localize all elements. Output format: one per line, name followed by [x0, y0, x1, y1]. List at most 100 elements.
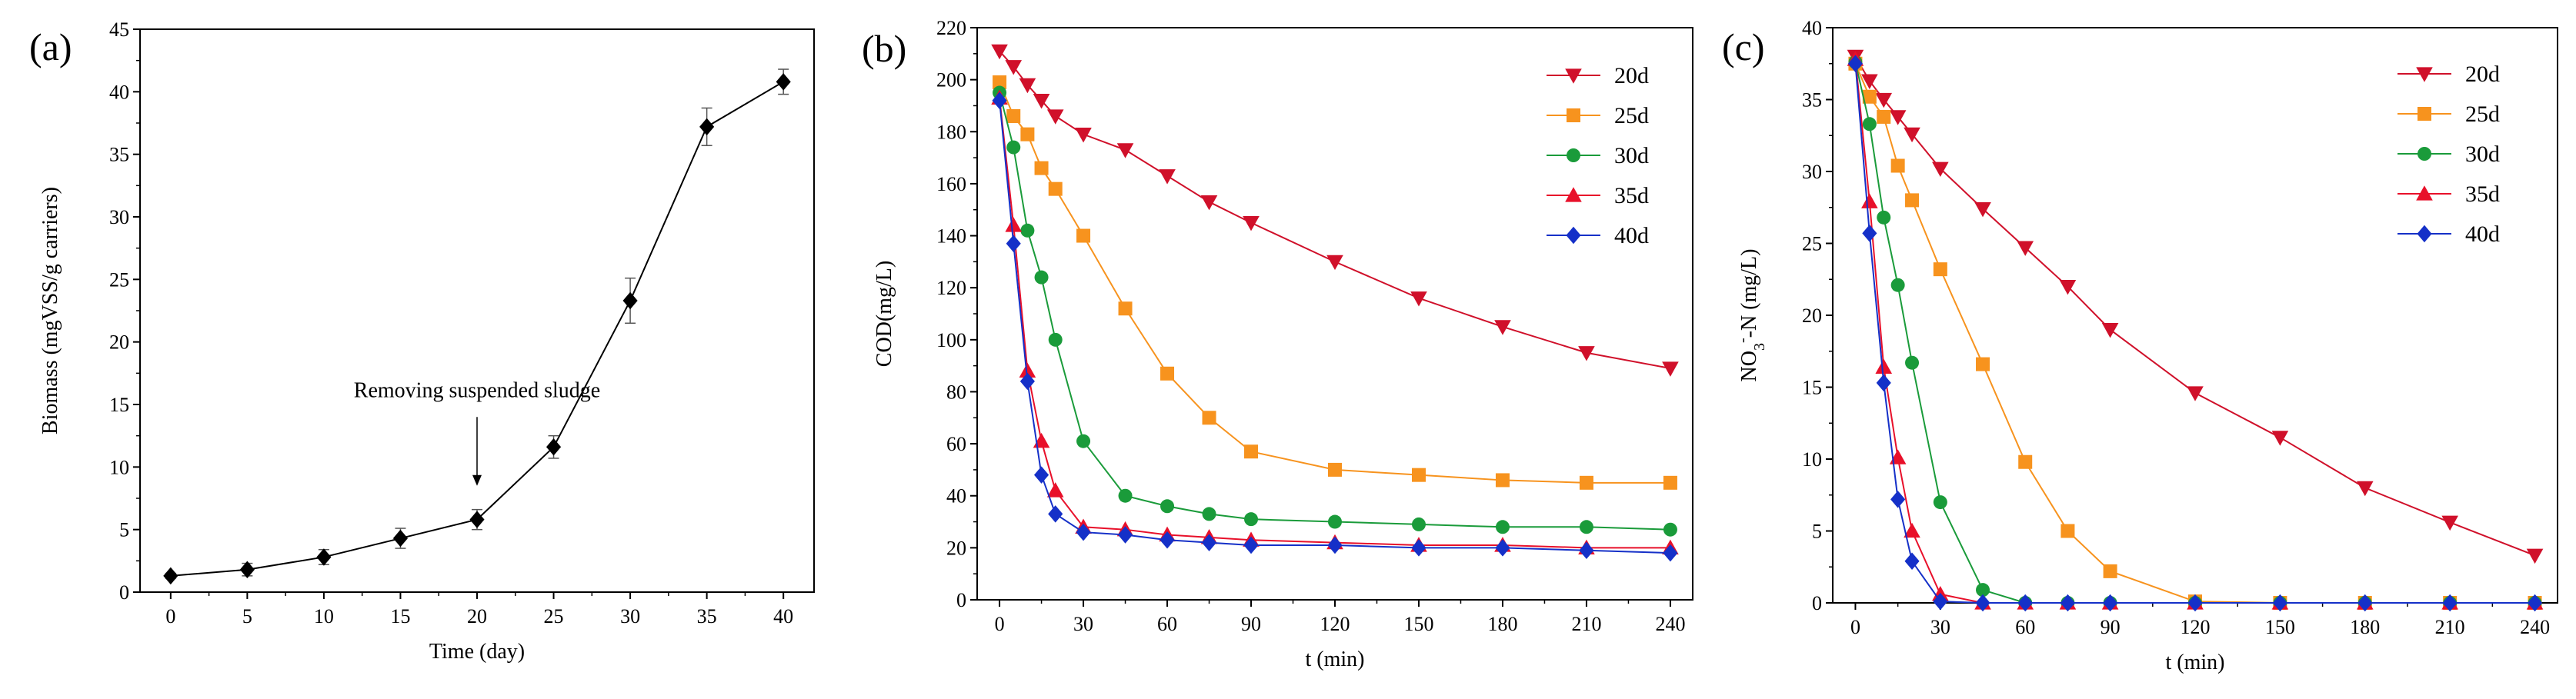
data-point — [1006, 235, 1021, 252]
data-point — [1046, 482, 1064, 498]
data-point — [2528, 594, 2543, 612]
y-tick-label: 30 — [109, 206, 129, 228]
y-tick-label: 35 — [1802, 89, 1822, 112]
y-tick-label: 140 — [936, 225, 966, 248]
biomass-point — [163, 567, 179, 585]
data-point — [1160, 366, 1175, 381]
data-point — [992, 92, 1007, 109]
data-point — [1579, 541, 1594, 559]
y-tick-label: 10 — [1802, 448, 1822, 471]
x-axis: 0 30 60 90 120 150 180 210 240 — [995, 600, 1685, 635]
biomass-point — [469, 511, 485, 528]
x-tick-label: 150 — [2265, 616, 2295, 638]
panel-label: (a) — [29, 25, 72, 68]
y-tick-label: 80 — [946, 381, 966, 403]
legend-label: 20d — [1614, 63, 1649, 88]
x-tick-label: 15 — [390, 605, 410, 627]
data-point — [2101, 323, 2119, 338]
data-point — [1411, 468, 1426, 482]
y-axis: 0 5 10 15 20 25 30 35 40 45 — [109, 18, 140, 604]
panel-label: (c) — [1722, 25, 1765, 68]
data-point — [1933, 262, 1947, 277]
panel-c: 0 30 60 90 120 150 180 210 240 0 5 10 15 20 25 30 35 40 t … — [1711, 0, 2576, 699]
data-point — [1118, 488, 1133, 503]
legend-label: 40d — [2465, 221, 2500, 247]
data-point — [2526, 548, 2544, 564]
annotation-arrow-head — [472, 474, 482, 486]
x-tick-label: 0 — [995, 613, 1005, 635]
y-axis: 0 5 10 15 20 25 30 35 40 — [1802, 17, 1833, 614]
y-tick-label: 180 — [936, 121, 966, 143]
data-point — [1862, 117, 1877, 131]
data-point — [1202, 507, 1216, 521]
data-point — [1328, 514, 1342, 529]
data-point — [1932, 161, 1949, 178]
series-line — [999, 50, 1671, 370]
legend: 20d 25d 30d 35d 40d — [2397, 62, 2500, 247]
y-tick-label: 5 — [1812, 521, 1822, 543]
data-point — [1048, 181, 1063, 196]
y-tick-label: 100 — [936, 329, 966, 351]
data-point — [1200, 195, 1218, 211]
panel-label: (b) — [862, 27, 906, 70]
y-tick-label: 60 — [946, 433, 966, 455]
data-point — [2060, 524, 2075, 538]
data-point — [1243, 215, 1260, 231]
data-point — [1034, 270, 1049, 285]
x-tick-label: 120 — [2181, 616, 2211, 638]
legend-marker — [1566, 226, 1581, 245]
y-axis-label-part: 3 — [1751, 343, 1768, 351]
y-tick-label: 35 — [109, 144, 129, 166]
legend-marker — [1567, 108, 1580, 122]
legend-label: 25d — [2465, 102, 2500, 127]
plot-frame — [139, 28, 815, 593]
data-point — [1578, 346, 1595, 361]
data-point — [1328, 462, 1342, 477]
data-point — [1076, 228, 1091, 243]
data-point — [1160, 499, 1175, 514]
data-point — [1663, 475, 1677, 490]
data-point — [1076, 434, 1091, 448]
data-point — [2357, 594, 2373, 612]
x-tick-label: 60 — [1157, 613, 1177, 635]
series-20d — [991, 44, 1679, 377]
y-tick-label: 10 — [109, 456, 129, 478]
y-tick-label: 25 — [1802, 233, 1822, 255]
data-point — [2103, 564, 2117, 578]
data-point — [1861, 193, 1878, 208]
data-point — [1411, 539, 1426, 557]
x-tick-label: 90 — [2101, 616, 2121, 638]
data-point — [1020, 223, 1035, 238]
y-axis-label-part: NO — [1737, 351, 1761, 381]
biomass-point — [392, 529, 409, 548]
series-40d — [1847, 55, 2543, 612]
data-point — [1862, 225, 1877, 242]
series-line — [1854, 62, 2535, 604]
legend-marker — [2418, 107, 2431, 121]
x-tick-label: 180 — [2350, 616, 2380, 638]
data-point — [1048, 332, 1063, 347]
x-axis-label: Time (day) — [429, 640, 525, 664]
legend-marker — [2416, 67, 2433, 82]
x-tick-label: 210 — [1571, 613, 1601, 635]
legend-marker — [1567, 148, 1580, 162]
y-tick-label: 25 — [109, 268, 129, 291]
biomass-point — [546, 438, 562, 456]
legend-label: 35d — [2465, 181, 2500, 207]
biomass-points — [163, 68, 791, 585]
data-point — [1976, 583, 1990, 597]
data-point — [1890, 278, 1905, 292]
biomass-line — [170, 81, 784, 577]
data-point — [1847, 55, 1863, 72]
series-30d — [1848, 55, 2542, 610]
series-line — [999, 82, 1670, 484]
legend-marker — [1565, 187, 1582, 202]
data-point — [1663, 544, 1678, 562]
y-tick-label: 45 — [109, 18, 129, 41]
x-tick-label: 0 — [1850, 616, 1860, 638]
data-point — [2187, 594, 2203, 612]
y-tick-label: 5 — [119, 519, 129, 541]
x-axis-label: t (min) — [1306, 647, 1365, 671]
series-line — [999, 100, 1670, 554]
y-tick-label: 160 — [936, 173, 966, 195]
